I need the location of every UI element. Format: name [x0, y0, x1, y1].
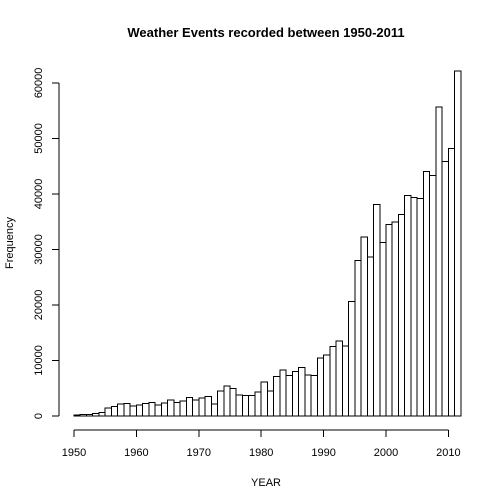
histogram-bar: [205, 397, 211, 416]
histogram-bar: [448, 149, 454, 416]
histogram-bar: [361, 237, 367, 416]
histogram-bar: [249, 396, 255, 416]
y-tick-label: 30000: [33, 234, 45, 265]
histogram-bar: [405, 195, 411, 416]
histogram-bar: [80, 415, 86, 416]
histogram-bar: [105, 408, 111, 416]
histogram-bar: [211, 404, 217, 416]
histogram-bar: [143, 404, 149, 416]
chart-title: Weather Events recorded between 1950-201…: [127, 25, 404, 40]
histogram-bar: [193, 400, 199, 416]
histogram-bar: [305, 375, 311, 416]
histogram-bar: [261, 382, 267, 416]
histogram-bar: [286, 375, 292, 416]
histogram-bar: [317, 358, 323, 416]
histogram-bar: [161, 403, 167, 416]
histogram-bar: [199, 398, 205, 416]
y-tick-label: 20000: [33, 290, 45, 321]
y-tick-label: 50000: [33, 123, 45, 154]
x-tick-label: 1970: [187, 447, 211, 459]
y-tick-label: 0: [33, 413, 45, 419]
y-axis: 0 10000 20000 30000 40000 50000 60000: [33, 68, 59, 419]
histogram-bar: [367, 257, 373, 416]
histogram-bar: [386, 225, 392, 416]
histogram-bar: [174, 403, 180, 416]
y-tick-label: 60000: [33, 68, 45, 99]
y-axis-label: Frequency: [4, 217, 16, 269]
histogram-bar: [280, 370, 286, 416]
histogram-bar: [374, 204, 380, 416]
histogram-bar: [380, 242, 386, 416]
histogram-bar: [86, 414, 92, 416]
x-tick-label: 2000: [374, 447, 398, 459]
histogram-bar: [311, 376, 317, 416]
histogram-bar: [149, 403, 155, 416]
histogram-bar: [423, 172, 429, 416]
x-axis-label: YEAR: [251, 477, 281, 489]
histogram-bar: [224, 386, 230, 416]
histogram-bar: [299, 368, 305, 416]
x-axis: 1950 1960 1970 1980 1990 2000 2010: [62, 430, 461, 459]
histogram-bar: [236, 395, 242, 416]
histogram-bar: [136, 405, 142, 416]
histogram-bar: [218, 391, 224, 416]
histogram-bar: [111, 407, 117, 416]
histogram-bar: [74, 415, 80, 416]
histogram-bar: [324, 355, 330, 416]
x-tick-label: 2010: [436, 447, 460, 459]
histogram-bar: [230, 388, 236, 416]
histogram-bar: [417, 198, 423, 416]
histogram-bar: [292, 372, 298, 416]
histogram-bar: [349, 301, 355, 416]
histogram-bar: [392, 222, 398, 416]
histogram-bar: [242, 395, 248, 416]
histogram-bar: [118, 404, 124, 416]
histogram-bar: [130, 406, 136, 416]
histogram-bar: [99, 413, 105, 416]
y-tick-label: 40000: [33, 179, 45, 210]
histogram-bar: [124, 404, 130, 416]
histogram-bar: [180, 401, 186, 416]
histogram-bar: [342, 346, 348, 416]
histogram-bar: [455, 71, 461, 416]
histogram-bar: [398, 215, 404, 416]
histogram-bar: [436, 107, 442, 416]
histogram-bar: [336, 341, 342, 416]
histogram-bar: [267, 391, 273, 416]
histogram-bar: [155, 405, 161, 416]
histogram-bar: [442, 162, 448, 416]
x-tick-label: 1980: [249, 447, 273, 459]
y-tick-label: 10000: [33, 345, 45, 376]
histogram-bar: [411, 197, 417, 416]
histogram-bar: [430, 176, 436, 416]
histogram-bar: [274, 376, 280, 416]
histogram-bar: [255, 392, 261, 416]
histogram-bar: [186, 398, 192, 416]
histogram-bar: [93, 413, 99, 416]
x-tick-label: 1990: [311, 447, 335, 459]
bars-group: [74, 71, 461, 416]
histogram-bar: [168, 400, 174, 416]
histogram-bar: [330, 346, 336, 416]
x-tick-label: 1950: [62, 447, 86, 459]
x-tick-label: 1960: [124, 447, 148, 459]
histogram-bar: [355, 261, 361, 416]
